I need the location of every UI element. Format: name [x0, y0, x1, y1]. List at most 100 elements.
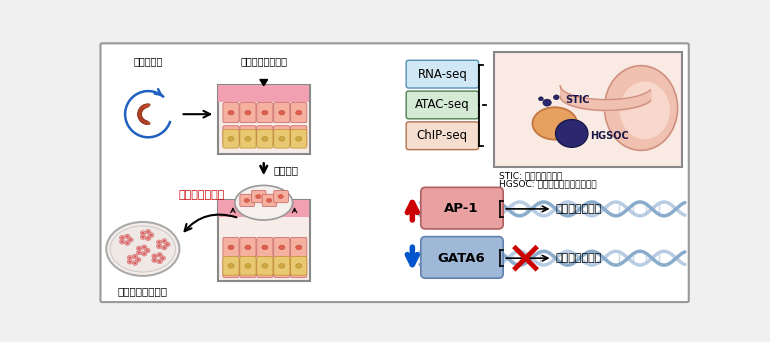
Ellipse shape	[228, 110, 234, 115]
FancyBboxPatch shape	[251, 190, 266, 203]
Text: 発がんモデル細胞: 発がんモデル細胞	[118, 286, 168, 296]
Ellipse shape	[296, 133, 302, 138]
Ellipse shape	[110, 226, 176, 272]
FancyBboxPatch shape	[100, 43, 688, 302]
Ellipse shape	[125, 234, 130, 239]
Ellipse shape	[279, 136, 285, 141]
Ellipse shape	[620, 81, 670, 139]
Ellipse shape	[266, 198, 272, 202]
Ellipse shape	[532, 107, 578, 140]
Ellipse shape	[128, 237, 133, 242]
Ellipse shape	[143, 253, 146, 255]
Ellipse shape	[138, 106, 144, 114]
Ellipse shape	[156, 240, 162, 245]
FancyBboxPatch shape	[240, 103, 256, 123]
Ellipse shape	[262, 136, 268, 141]
Ellipse shape	[235, 185, 293, 220]
Ellipse shape	[141, 104, 150, 109]
Ellipse shape	[132, 254, 138, 259]
Ellipse shape	[119, 235, 125, 240]
Ellipse shape	[165, 242, 170, 247]
Ellipse shape	[278, 195, 283, 198]
FancyBboxPatch shape	[274, 190, 288, 203]
Ellipse shape	[245, 245, 251, 250]
FancyBboxPatch shape	[407, 60, 479, 88]
Ellipse shape	[245, 110, 251, 115]
Ellipse shape	[279, 245, 285, 250]
FancyBboxPatch shape	[407, 91, 479, 119]
Ellipse shape	[245, 264, 251, 268]
Text: ATAC-seq: ATAC-seq	[415, 98, 470, 111]
Ellipse shape	[146, 236, 151, 241]
FancyBboxPatch shape	[274, 103, 290, 123]
Text: STIC: STIC	[565, 95, 590, 105]
Ellipse shape	[554, 95, 559, 100]
Ellipse shape	[136, 246, 142, 251]
Ellipse shape	[141, 120, 150, 124]
FancyBboxPatch shape	[257, 256, 273, 275]
FancyBboxPatch shape	[223, 258, 239, 277]
Ellipse shape	[539, 97, 543, 101]
Text: AP-1: AP-1	[444, 202, 479, 215]
Ellipse shape	[262, 133, 268, 138]
Ellipse shape	[132, 261, 138, 265]
Text: STIC: 卵管上皮内がん: STIC: 卵管上皮内がん	[499, 171, 562, 180]
Ellipse shape	[604, 66, 678, 150]
Ellipse shape	[228, 264, 234, 268]
Ellipse shape	[245, 136, 251, 141]
Ellipse shape	[150, 234, 152, 236]
Ellipse shape	[262, 264, 268, 268]
Ellipse shape	[157, 259, 162, 264]
Ellipse shape	[556, 120, 588, 147]
FancyBboxPatch shape	[223, 256, 239, 275]
Ellipse shape	[142, 232, 144, 234]
Text: 卵管分泌上皮細胞: 卵管分泌上皮細胞	[240, 56, 287, 66]
Ellipse shape	[129, 261, 131, 263]
Ellipse shape	[245, 133, 251, 138]
Ellipse shape	[129, 239, 132, 241]
Bar	[219, 200, 310, 218]
Ellipse shape	[146, 249, 149, 252]
Ellipse shape	[296, 110, 302, 115]
Ellipse shape	[138, 108, 142, 118]
Ellipse shape	[140, 231, 146, 235]
FancyBboxPatch shape	[240, 130, 256, 148]
Ellipse shape	[543, 99, 551, 106]
Ellipse shape	[156, 244, 162, 249]
Ellipse shape	[162, 239, 167, 244]
FancyBboxPatch shape	[494, 52, 682, 167]
Ellipse shape	[145, 248, 150, 253]
Ellipse shape	[152, 258, 157, 263]
FancyBboxPatch shape	[218, 200, 310, 281]
FancyBboxPatch shape	[291, 237, 306, 258]
Text: ChIP-seq: ChIP-seq	[417, 129, 468, 142]
FancyBboxPatch shape	[240, 256, 256, 275]
Ellipse shape	[159, 254, 161, 256]
Ellipse shape	[119, 239, 125, 244]
FancyBboxPatch shape	[223, 103, 239, 123]
FancyBboxPatch shape	[407, 122, 479, 149]
Ellipse shape	[158, 245, 160, 248]
Ellipse shape	[136, 258, 141, 262]
Ellipse shape	[121, 240, 123, 243]
Ellipse shape	[279, 264, 285, 268]
Ellipse shape	[146, 229, 151, 234]
Ellipse shape	[139, 117, 147, 124]
Ellipse shape	[228, 133, 234, 138]
Ellipse shape	[163, 240, 166, 242]
Ellipse shape	[228, 265, 234, 270]
Ellipse shape	[126, 235, 129, 238]
FancyBboxPatch shape	[257, 130, 273, 148]
FancyBboxPatch shape	[257, 103, 273, 123]
Ellipse shape	[142, 251, 147, 256]
Polygon shape	[260, 80, 268, 86]
FancyBboxPatch shape	[274, 126, 290, 146]
Text: 単離培養: 単離培養	[274, 166, 299, 175]
Ellipse shape	[244, 198, 249, 202]
Bar	[219, 85, 310, 102]
Ellipse shape	[138, 114, 144, 123]
Text: 間葉系マーカー: 間葉系マーカー	[555, 204, 602, 214]
Ellipse shape	[160, 256, 166, 261]
FancyBboxPatch shape	[291, 103, 306, 123]
Ellipse shape	[153, 259, 156, 261]
